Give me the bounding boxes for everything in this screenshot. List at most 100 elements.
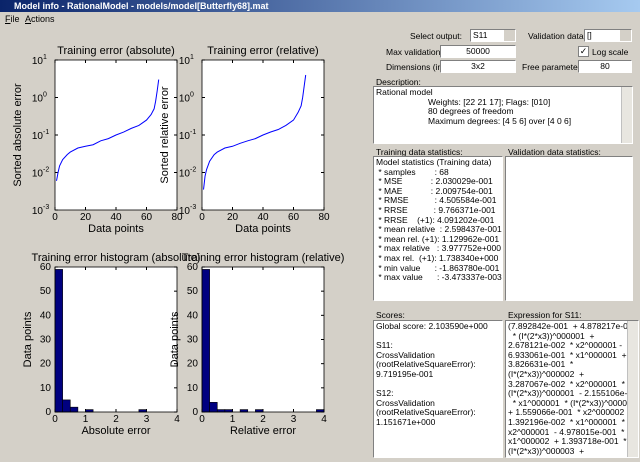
expression-line: (I*(2*x3))^000002 +	[508, 368, 585, 379]
title-bar: Model info - RationalModel - models/mode…	[0, 0, 640, 12]
y-tick-label: 20	[187, 359, 199, 370]
x-tick-label: 0	[199, 212, 205, 223]
y-tick-label: 40	[40, 310, 52, 321]
menu-item[interactable]: File	[5, 14, 20, 24]
score-line: 9.719195e-001	[376, 368, 434, 379]
y-tick-label: 0	[192, 407, 198, 418]
expression-line: * x1^000001 * (I*(2*x3))^000001	[508, 397, 637, 408]
stats-box: Model statistics (Training data) * sampl…	[373, 156, 503, 301]
y-tick-label: 10	[32, 206, 44, 217]
window-title: Model info - RationalModel - models/mode…	[14, 1, 269, 11]
label: Free parameters:	[522, 62, 588, 72]
stats-line: Model statistics (Training data)	[376, 157, 492, 167]
x-tick-label: 0	[52, 212, 58, 223]
stats-line: * MSE : 2.030029e-001	[376, 176, 493, 187]
y-tick-exponent: 1	[43, 54, 47, 61]
y-tick-label: 30	[40, 335, 52, 346]
score-line: S12:	[376, 388, 394, 399]
stats-line: * MAE : 2.009754e-001	[376, 185, 493, 196]
menu-item[interactable]: Actions	[25, 14, 55, 24]
axes-box	[201, 59, 325, 211]
x-tick-label: 4	[174, 414, 180, 425]
text-input: 80	[578, 60, 632, 73]
stats-line: * RMSE : 4.505584e-001	[376, 195, 497, 206]
y-tick-label: 10	[179, 206, 191, 217]
expression-box: (7.892842e-001 + 4.878217e-001 * (I*(2*x…	[505, 320, 639, 458]
label: Validation data:	[528, 31, 586, 41]
y-tick-exponent: -1	[190, 129, 196, 136]
histogram-bar	[209, 402, 218, 413]
y-tick-label: 10	[32, 56, 44, 67]
y-tick-label: 10	[32, 131, 44, 142]
x-tick-label: 2	[260, 414, 266, 425]
checkbox[interactable]: ✓	[578, 46, 589, 57]
x-axis-label: Data points	[88, 223, 144, 235]
score-line: Global score: 2.103590e+000	[376, 321, 488, 331]
score-line: S11:	[376, 340, 393, 351]
y-tick-label: 10	[187, 383, 199, 394]
stats-box	[505, 156, 633, 301]
scores-box: Global score: 2.103590e+000 S11: CrossVali…	[373, 320, 503, 458]
histogram-bar	[201, 269, 210, 413]
y-tick-label: 30	[187, 335, 199, 346]
y-tick-exponent: 1	[190, 54, 194, 61]
dropdown[interactable]: S11	[470, 29, 516, 42]
histogram-bar	[54, 269, 63, 413]
data-line	[203, 74, 307, 190]
chart-title: Training error (absolute)	[57, 45, 175, 57]
y-tick-label: 0	[45, 407, 51, 418]
panel-label: Training data statistics:	[376, 147, 463, 157]
x-axis-label: Relative error	[230, 425, 296, 437]
y-tick-exponent: -3	[43, 204, 49, 211]
stats-line: * mean relative : 2.598437e-001	[376, 224, 502, 235]
expression-line: 6.933061e-001 * x1^000001 +	[508, 349, 627, 360]
expression-line: x2^000001 - 4.978015e-001 *	[508, 426, 625, 437]
x-tick-label: 40	[110, 212, 122, 223]
x-tick-label: 1	[230, 414, 236, 425]
checkbox-label: Log scale	[592, 47, 629, 57]
text-input: 3x2	[440, 60, 516, 73]
y-tick-label: 10	[179, 56, 191, 67]
x-tick-label: 4	[321, 414, 327, 425]
histogram-bar	[62, 399, 71, 413]
y-tick-label: 60	[187, 262, 199, 273]
panel-label: Description:	[376, 77, 421, 87]
y-axis-label: Sorted relative error	[159, 86, 171, 184]
y-tick-label: 50	[40, 286, 52, 297]
stats-line: * min value : -1.863780e-001	[376, 262, 500, 273]
y-tick-label: 50	[187, 286, 199, 297]
score-line: CrossValidation	[376, 397, 435, 408]
score-block: Global score: 2.103590e+000	[376, 321, 500, 332]
expression-line: 2.678121e-002 * x2^000001 -	[508, 340, 623, 351]
y-tick-label: 10	[40, 383, 52, 394]
x-tick-label: 1	[83, 414, 89, 425]
y-tick-label: 10	[179, 131, 191, 142]
panel-label: Expression for S11:	[508, 310, 582, 320]
axes-box	[54, 266, 178, 413]
y-tick-label: 10	[32, 94, 44, 105]
charts: Training error (absolute) Data points Sort…	[12, 45, 345, 437]
chart-title: Training error (relative)	[207, 45, 318, 57]
y-tick-exponent: -2	[43, 167, 49, 174]
stats-line: * RRSE (+1): 4.091202e-001	[376, 214, 495, 225]
score-line: (rootRelativeSquareError):	[376, 359, 476, 370]
x-tick-label: 0	[52, 414, 58, 425]
x-tick-label: 60	[141, 212, 153, 223]
expression-line: * (I*(2*x3))^000001 +	[508, 330, 595, 341]
chart-title: Training error histogram (absolute)	[32, 252, 201, 264]
score-line: CrossValidation	[376, 349, 435, 360]
axes-box	[201, 266, 325, 413]
text-input[interactable]: 50000	[440, 45, 516, 58]
x-tick-label: 0	[199, 414, 205, 425]
dropdown[interactable]: []	[584, 29, 632, 42]
panel-label: Scores:	[376, 310, 405, 320]
plot-area	[202, 267, 324, 412]
label: Max validation points:	[386, 47, 468, 57]
expression-line: 3.826631e-001 *	[508, 359, 574, 370]
y-tick-label: 40	[187, 310, 199, 321]
chart-title: Training error histogram (relative)	[182, 252, 345, 264]
score-line: (rootRelativeSquareError):	[376, 407, 476, 418]
x-tick-label: 80	[318, 212, 330, 223]
y-tick-label: 20	[40, 359, 52, 370]
